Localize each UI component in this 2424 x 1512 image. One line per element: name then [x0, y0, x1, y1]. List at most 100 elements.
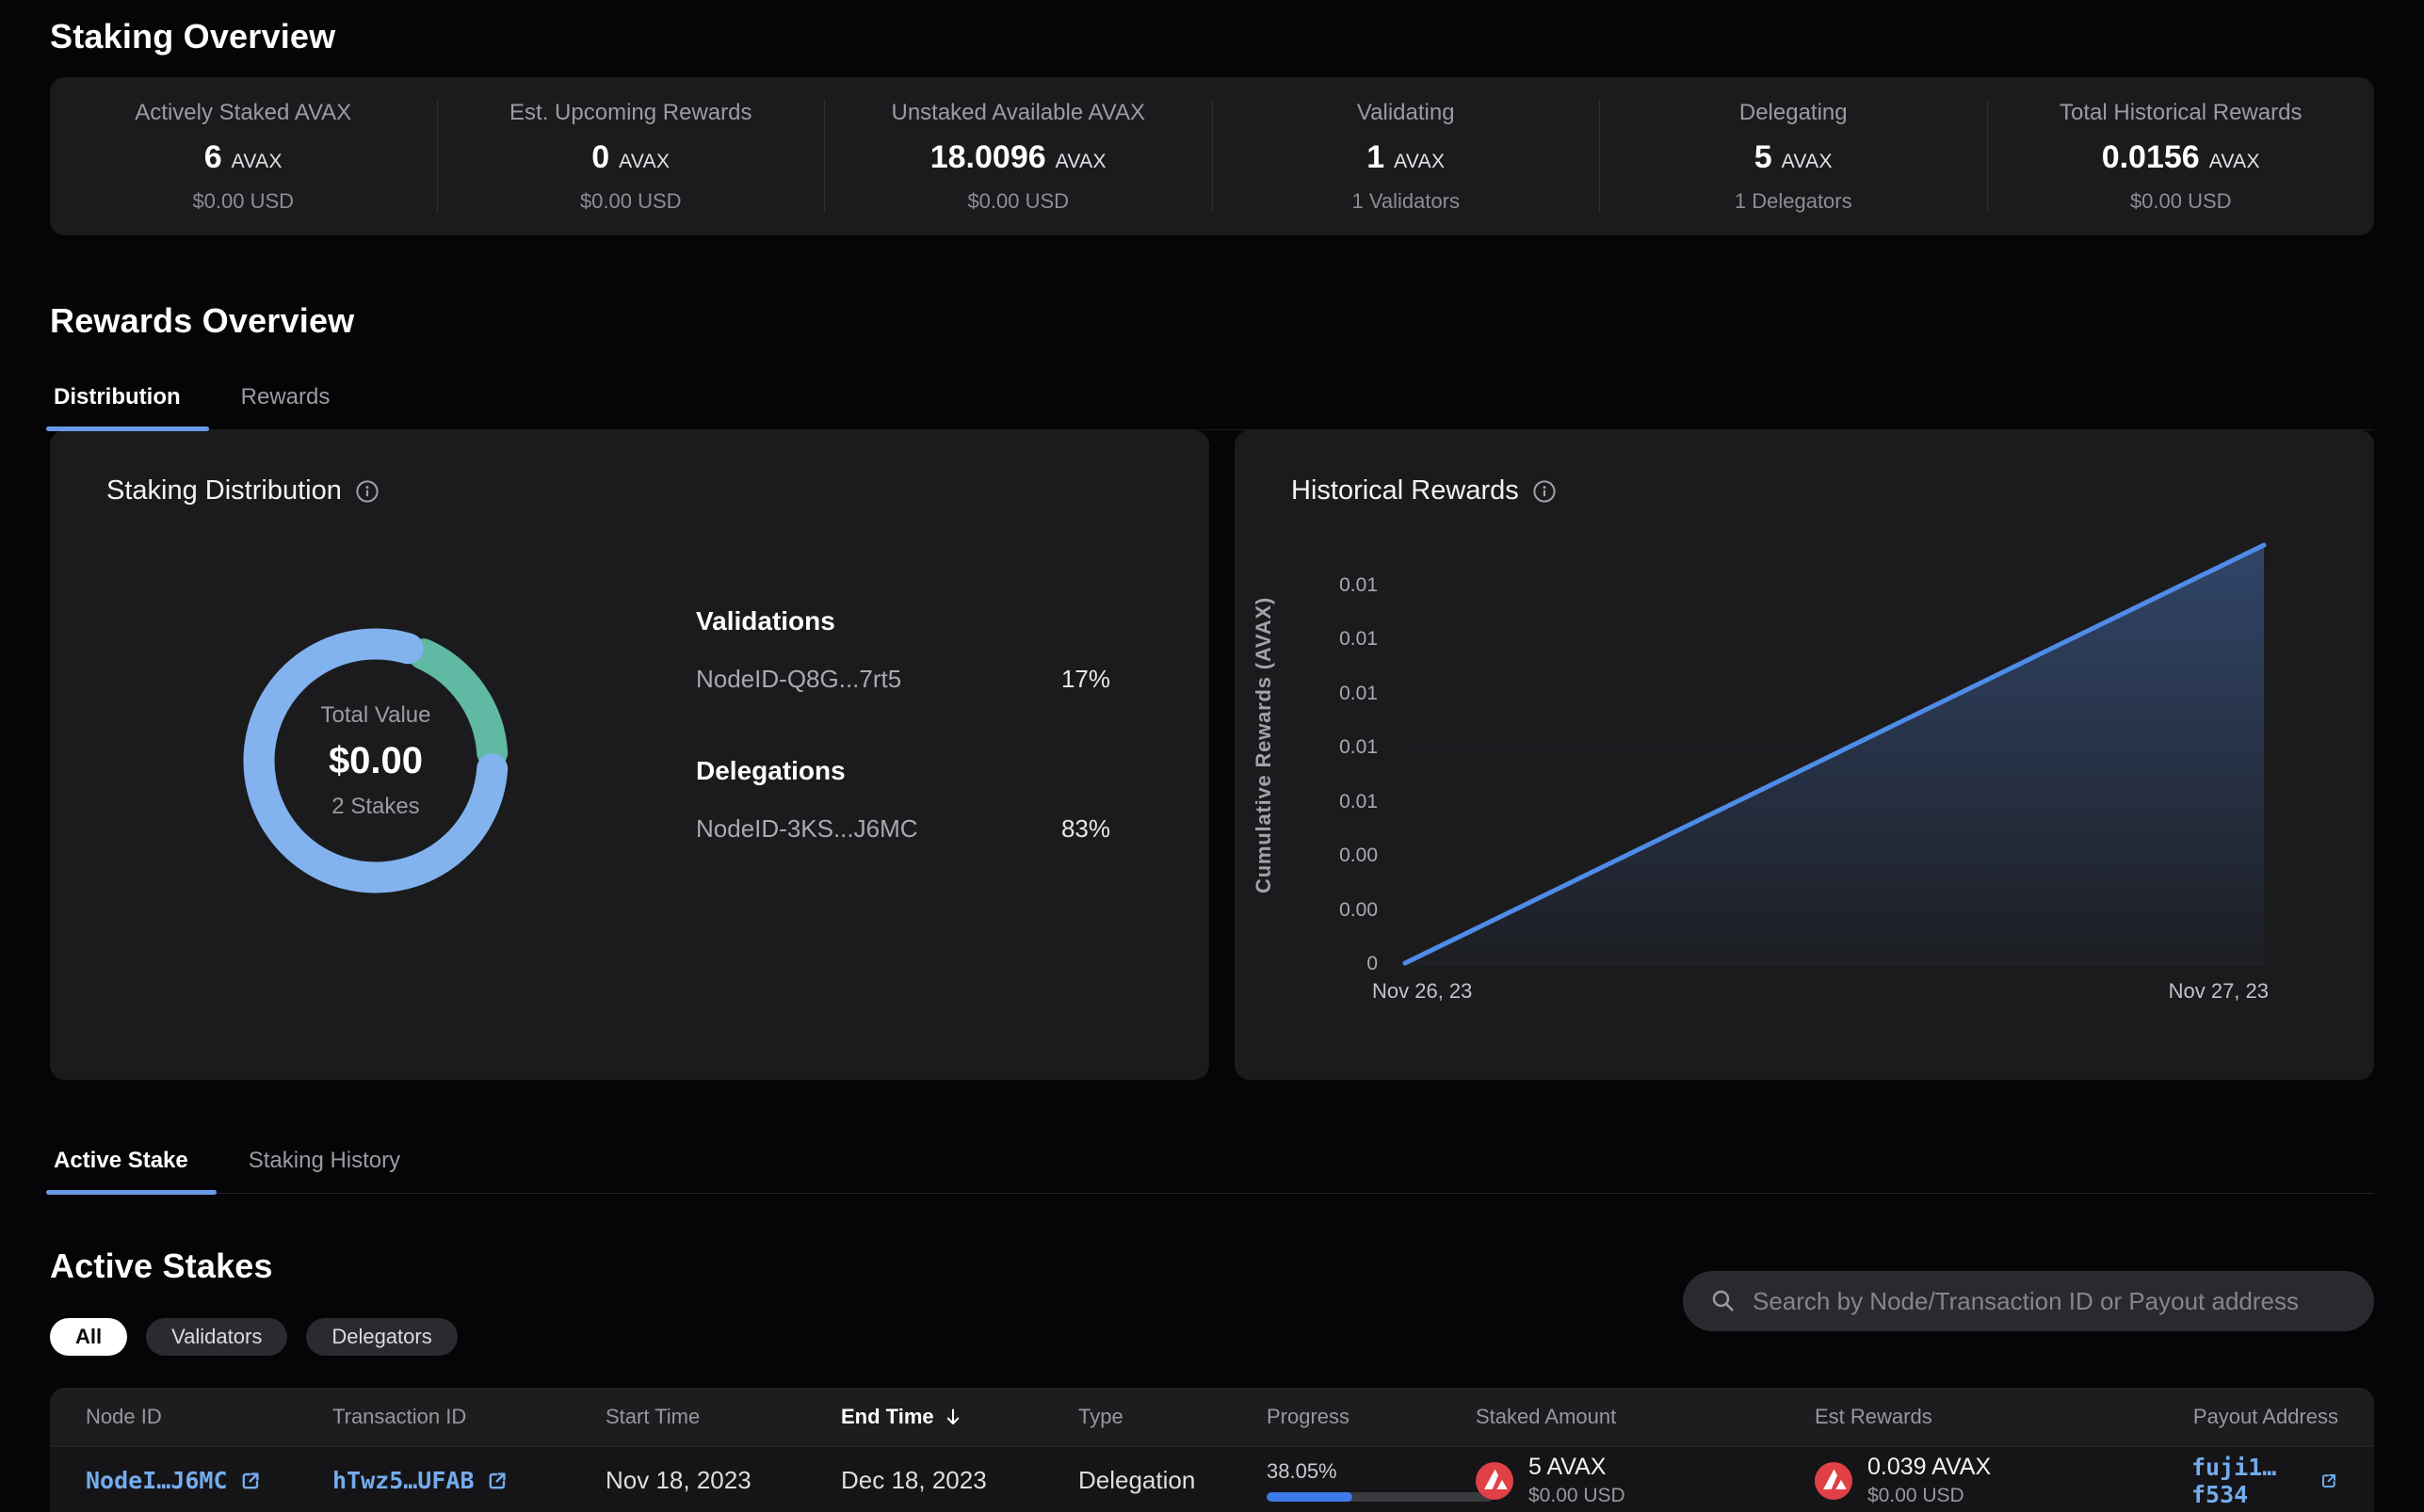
search-box[interactable] — [1683, 1271, 2374, 1331]
line-chart-plot — [1400, 542, 2269, 966]
chart-y-ticks: 0.01 0.01 0.01 0.01 0.01 0.00 0.00 0 — [1339, 574, 1378, 974]
stat-value: 1 — [1366, 138, 1385, 175]
tab-label: Staking History — [248, 1148, 401, 1173]
table-header-row: Node ID Transaction ID Start Time End Ti… — [50, 1388, 2374, 1446]
stat-value: 0.0156 — [2101, 138, 2200, 175]
stat-unit: AVAX — [1781, 150, 1833, 172]
historical-rewards-card: Historical Rewards Cumulative Rewards (A… — [1235, 430, 2374, 1080]
validations-heading: Validations — [696, 606, 835, 635]
donut-delegation-arc[interactable] — [243, 628, 509, 893]
payout-address-link[interactable]: fuji1…f534 — [2191, 1454, 2338, 1508]
stat-unstaked-available: Unstaked Available AVAX 18.0096 AVAX $0.0… — [824, 100, 1212, 213]
stat-actively-staked: Actively Staked AVAX 6 AVAX $0.00 USD — [50, 100, 437, 213]
stat-label: Delegating — [1738, 99, 1848, 125]
donut-validation-arc[interactable] — [407, 638, 509, 768]
est-rewards-cell: 0.039 AVAX $0.00 USD — [1815, 1454, 2191, 1507]
rewards-overview-title: Rewards Overview — [50, 301, 355, 340]
stat-delegating: Delegating 5 AVAX 1 Delegators — [1599, 100, 1987, 213]
validations-group: Validations NodeID-Q8G...7rt5 17% — [696, 606, 1110, 694]
stat-unit: AVAX — [1394, 150, 1446, 172]
distribution-list: Validations NodeID-Q8G...7rt5 17% Delega… — [696, 606, 1110, 902]
donut-center-sub: 2 Stakes — [331, 793, 420, 819]
col-end-time[interactable]: End Time — [841, 1405, 1078, 1429]
table-row: NodeI…J6MC hTwz5…UFAB Nov 18, 2023 Dec 1… — [50, 1446, 2374, 1512]
donut-center-value: $0.00 — [328, 739, 424, 781]
stakes-tabs: Active Stake Staking History — [46, 1148, 2374, 1195]
stat-label: Est. Upcoming Rewards — [509, 99, 752, 125]
stat-sub: $0.00 USD — [2129, 188, 2232, 213]
stat-total-historical-rewards: Total Historical Rewards 0.0156 AVAX $0.0… — [1986, 99, 2375, 213]
delegation-node-id: NodeID-3KS...J6MC — [696, 814, 918, 843]
col-staked-amount[interactable]: Staked Amount — [1476, 1405, 1617, 1428]
node-id-link[interactable]: NodeI…J6MC — [86, 1467, 262, 1494]
stat-value: 0 — [591, 138, 610, 175]
validation-node-id: NodeID-Q8G...7rt5 — [696, 665, 902, 693]
stat-sub: 1 Delegators — [1734, 188, 1852, 213]
validation-item: NodeID-Q8G...7rt5 17% — [696, 665, 1110, 694]
tab-rewards[interactable]: Rewards — [237, 384, 334, 429]
stake-filters: All Validators Delegators — [50, 1318, 458, 1356]
filter-delegators[interactable]: Delegators — [306, 1318, 458, 1356]
search-icon — [1712, 1290, 1734, 1311]
stat-label: Total Historical Rewards — [2060, 99, 2303, 125]
external-link-icon — [242, 1472, 259, 1488]
rewards-line[interactable] — [1402, 542, 2267, 966]
x-tick-start: Nov 26, 23 — [1372, 979, 1473, 1003]
tab-staking-history[interactable]: Staking History — [245, 1148, 404, 1193]
transaction-id-link[interactable]: hTwz5…UFAB — [332, 1467, 509, 1494]
col-start-time[interactable]: Start Time — [606, 1405, 701, 1428]
tab-label: Rewards — [240, 384, 331, 410]
donut-center-label: Total Value — [320, 701, 431, 728]
info-icon[interactable] — [355, 479, 380, 504]
staking-distribution-card: Staking Distribution Total Value $0.00 2… — [50, 430, 1209, 1080]
historical-rewards-chart: 0.01 0.01 0.01 0.01 0.01 0.00 0.00 0 — [1339, 542, 2269, 974]
col-progress[interactable]: Progress — [1267, 1405, 1350, 1428]
stat-validating: Validating 1 AVAX 1 Validators — [1211, 99, 1600, 213]
filter-all[interactable]: All — [50, 1318, 128, 1356]
col-payout-address[interactable]: Payout Address — [2192, 1405, 2338, 1428]
delegations-heading: Delegations — [696, 756, 846, 785]
avax-icon — [1815, 1461, 1852, 1500]
stat-label: Validating — [1356, 99, 1455, 125]
info-icon[interactable] — [1532, 479, 1557, 504]
donut-center: Total Value $0.00 2 Stakes — [234, 619, 517, 902]
active-stakes-title: Active Stakes — [50, 1247, 273, 1285]
end-time-cell: Dec 18, 2023 — [841, 1466, 987, 1494]
donut-chart — [243, 628, 509, 893]
validation-percent: 17% — [1060, 665, 1110, 693]
page-title: Staking Overview — [50, 17, 336, 56]
progress-cell: 38.05% — [1267, 1459, 1493, 1502]
delegation-percent: 83% — [1060, 814, 1110, 843]
progress-fill — [1267, 1492, 1353, 1502]
x-tick-end: Nov 27, 23 — [2168, 979, 2269, 1003]
delegations-group: Delegations NodeID-3KS...J6MC 83% — [696, 756, 1110, 844]
tab-label: Active Stake — [54, 1148, 188, 1173]
stat-value: 5 — [1753, 138, 1772, 175]
delegation-item: NodeID-3KS...J6MC 83% — [696, 814, 1110, 844]
col-node-id[interactable]: Node ID — [86, 1405, 162, 1428]
sort-desc-icon — [946, 1408, 959, 1424]
chart-x-ticks: Nov 26, 23 Nov 27, 23 — [1372, 979, 2269, 1004]
filter-validators[interactable]: Validators — [146, 1318, 288, 1356]
col-type[interactable]: Type — [1078, 1405, 1123, 1428]
stat-value: 6 — [203, 138, 222, 175]
external-link-icon — [2322, 1473, 2336, 1488]
progress-percent: 38.05% — [1267, 1459, 1337, 1483]
col-est-rewards[interactable]: Est Rewards — [1815, 1405, 1932, 1428]
rewards-overview-tabs: Distribution Rewards — [46, 384, 2374, 431]
staking-distribution-title: Staking Distribution — [106, 475, 342, 506]
progress-bar — [1267, 1492, 1493, 1502]
historical-rewards-title: Historical Rewards — [1291, 475, 1519, 506]
stat-unit: AVAX — [1055, 150, 1107, 172]
stat-sub: 1 Validators — [1351, 188, 1461, 213]
tab-active-stake[interactable]: Active Stake — [46, 1148, 217, 1195]
col-transaction-id[interactable]: Transaction ID — [332, 1405, 467, 1428]
search-input[interactable] — [1753, 1286, 2348, 1316]
external-link-icon — [489, 1472, 506, 1488]
active-tab-underline — [46, 426, 209, 431]
avax-icon — [1476, 1461, 1513, 1500]
tab-distribution[interactable]: Distribution — [46, 384, 209, 431]
stat-label: Actively Staked AVAX — [135, 99, 352, 125]
active-stakes-table: Node ID Transaction ID Start Time End Ti… — [50, 1388, 2374, 1512]
